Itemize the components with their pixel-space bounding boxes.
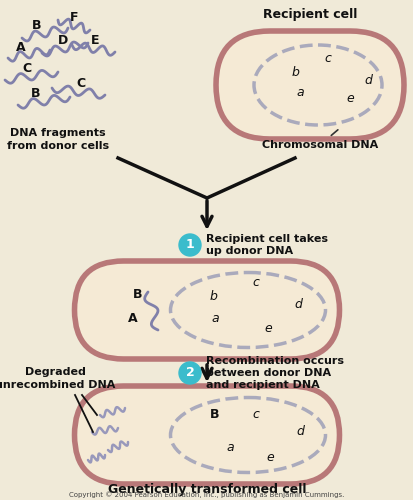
Text: DNA fragments
from donor cells: DNA fragments from donor cells (7, 128, 109, 151)
Text: Recipient cell takes
up donor DNA: Recipient cell takes up donor DNA (206, 234, 327, 256)
Text: Chromosomal DNA: Chromosomal DNA (261, 130, 377, 150)
Text: Copyright © 2004 Pearson Education, Inc., publishing as Benjamin Cummings.: Copyright © 2004 Pearson Education, Inc.… (69, 492, 344, 498)
Text: Genetically transformed cell: Genetically transformed cell (107, 484, 306, 496)
Text: e: e (263, 322, 271, 334)
Text: A: A (128, 312, 138, 324)
Text: c: c (252, 276, 259, 288)
FancyBboxPatch shape (74, 386, 339, 484)
Text: Recipient cell: Recipient cell (262, 8, 356, 21)
Text: B: B (31, 86, 40, 100)
Circle shape (178, 362, 201, 384)
Text: A: A (16, 40, 26, 54)
Text: c: c (324, 52, 331, 64)
Text: d: d (363, 74, 371, 86)
Circle shape (178, 234, 201, 256)
Text: b: b (209, 290, 216, 302)
Text: B: B (210, 408, 219, 422)
Text: c: c (252, 408, 259, 422)
Text: E: E (91, 34, 100, 47)
Text: a: a (295, 86, 303, 98)
FancyBboxPatch shape (216, 31, 403, 139)
Text: C: C (22, 62, 31, 74)
Text: b: b (290, 66, 298, 78)
Text: e: e (266, 452, 273, 464)
Text: D: D (58, 34, 68, 46)
Text: Degraded
unrecombined DNA: Degraded unrecombined DNA (0, 367, 115, 390)
Text: 2: 2 (185, 366, 194, 380)
Text: B: B (133, 288, 142, 302)
Text: F: F (69, 10, 78, 24)
Text: d: d (293, 298, 301, 312)
Text: a: a (211, 312, 218, 324)
Text: d: d (295, 426, 303, 438)
FancyBboxPatch shape (74, 261, 339, 359)
Text: a: a (225, 442, 233, 454)
Text: e: e (345, 92, 353, 104)
Text: 1: 1 (185, 238, 194, 252)
Text: Recombination occurs
between donor DNA
and recipient DNA: Recombination occurs between donor DNA a… (206, 356, 343, 390)
Text: C: C (76, 77, 85, 90)
Text: B: B (32, 18, 42, 32)
